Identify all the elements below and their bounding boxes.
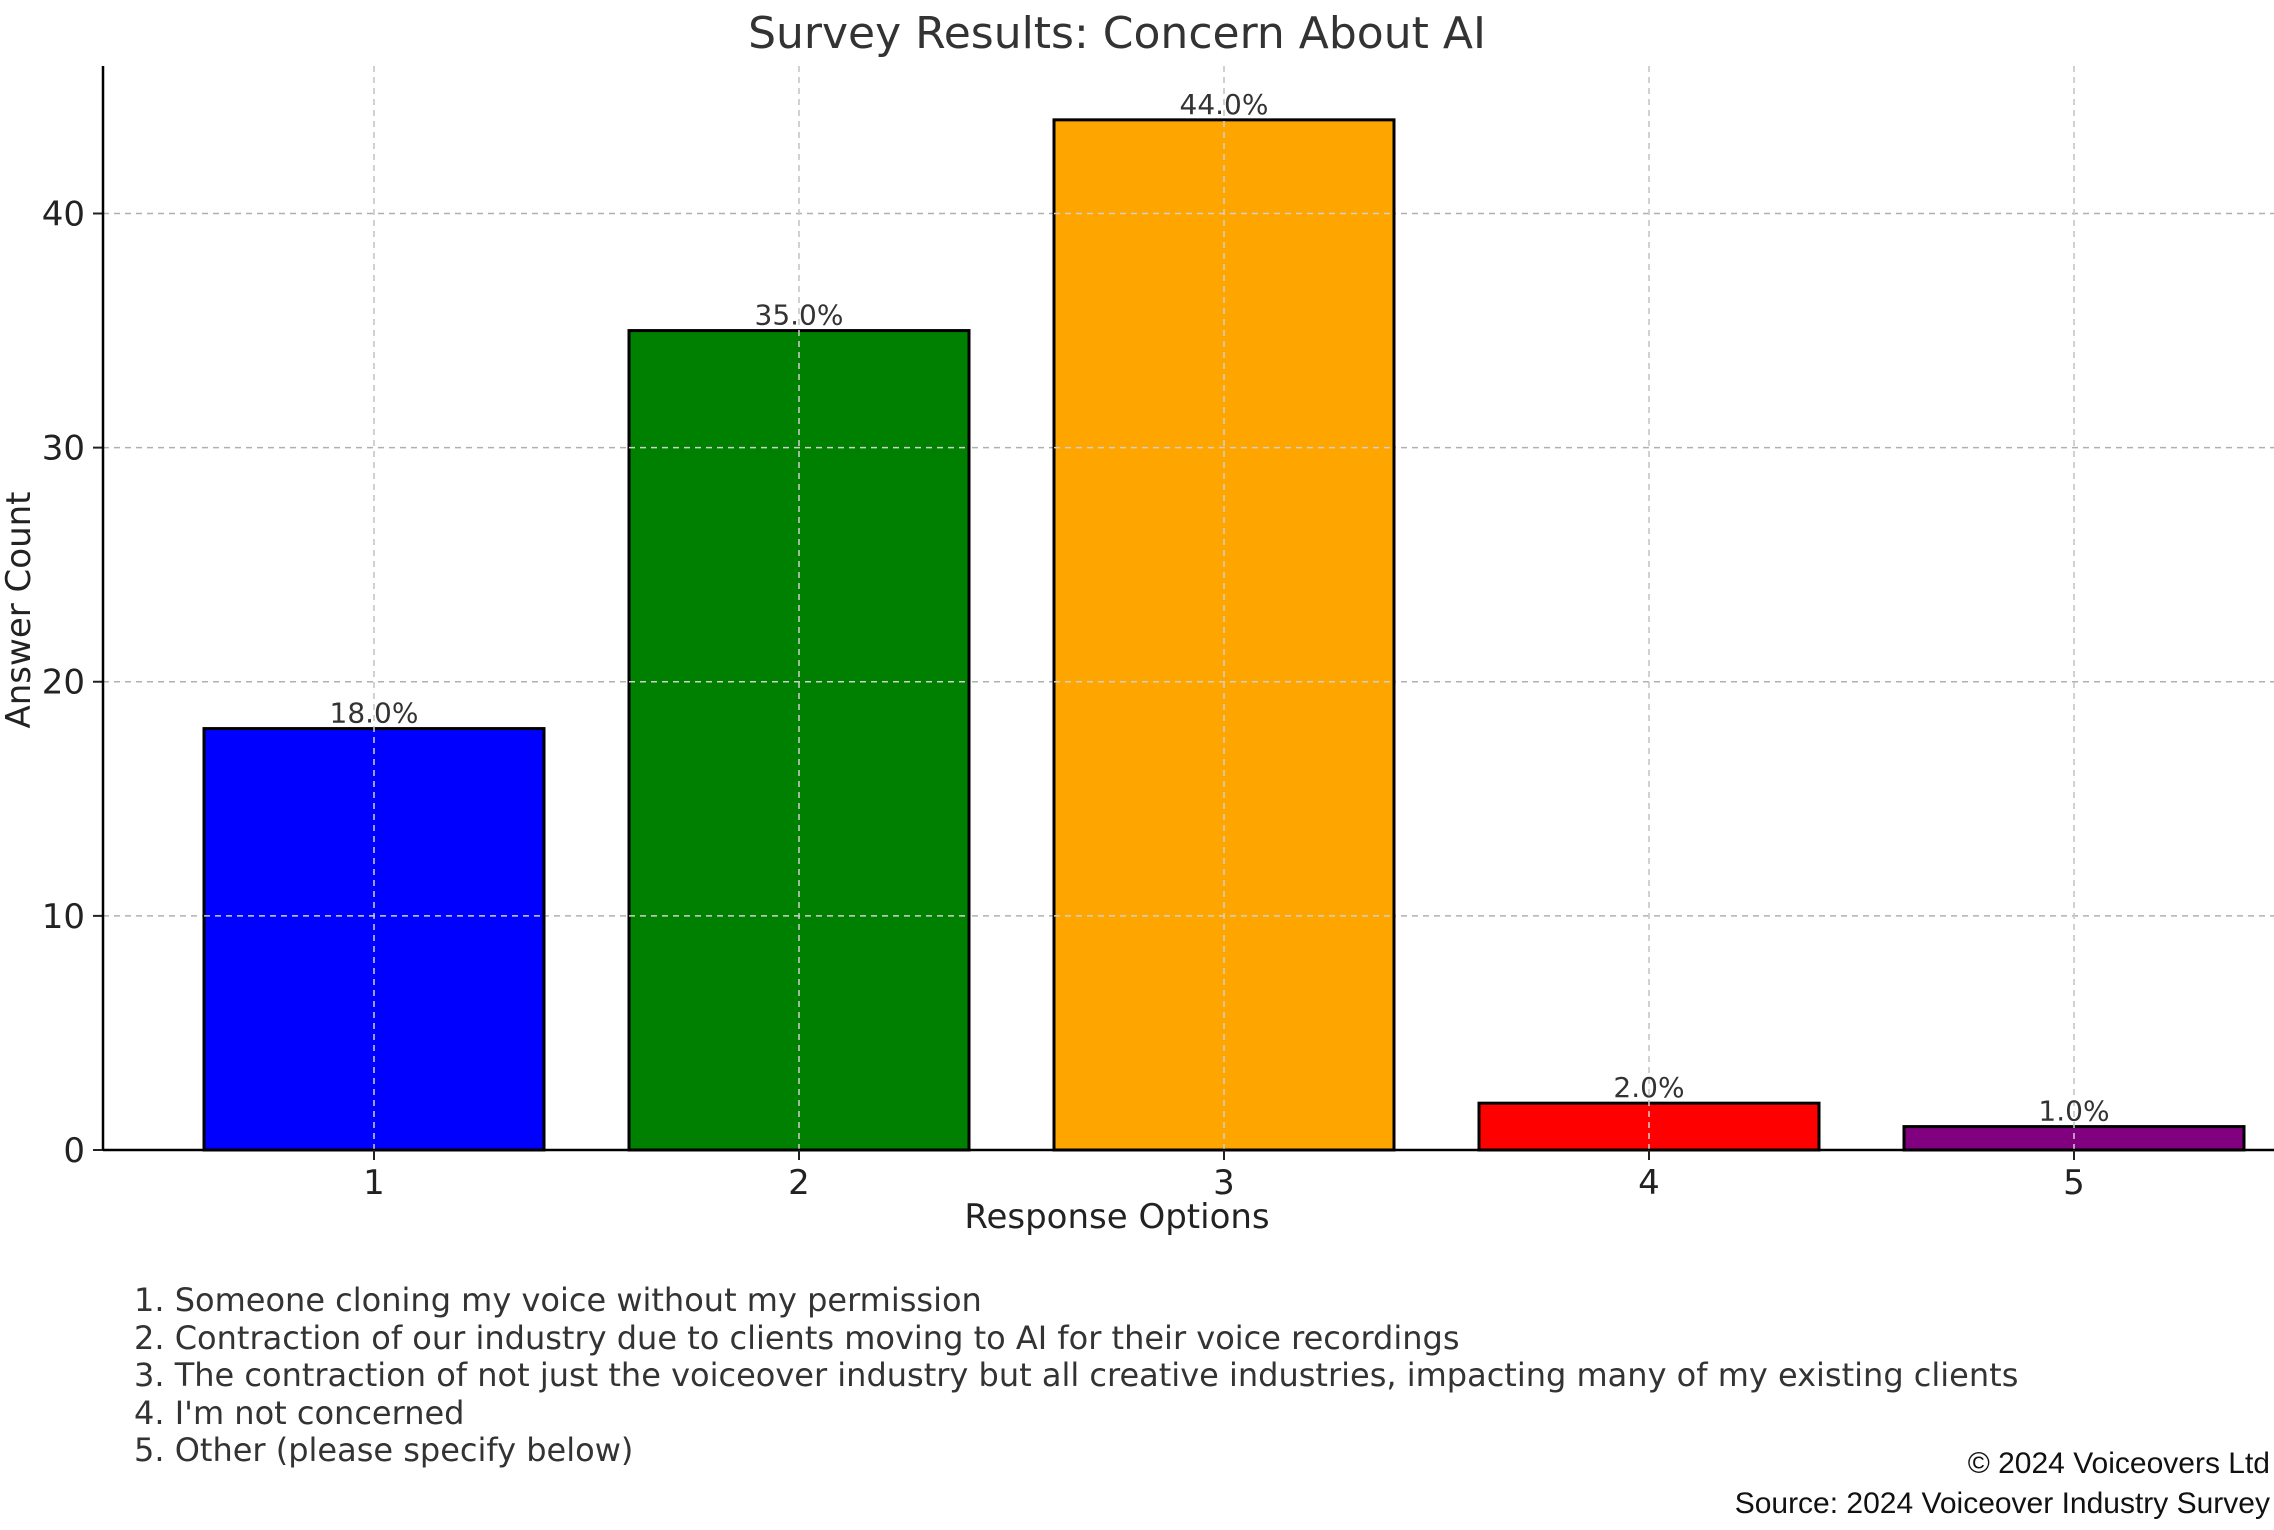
bars [202,66,2246,1152]
x-tick-label: 2 [788,1163,810,1203]
x-tick-label: 4 [1638,1163,1660,1203]
footer-credit: © 2024 Voiceovers Ltd Source: 2024 Voice… [1735,1444,2270,1524]
bar-data-label: 2.0% [1613,1071,1684,1104]
response-option-notes: 1. Someone cloning my voice without my p… [134,1281,2019,1470]
copyright-text: © 2024 Voiceovers Ltd [1967,1447,2270,1480]
chart-title: Survey Results: Concern About AI [748,8,1486,59]
x-tick-label: 3 [1213,1163,1235,1203]
note-option-5: 5. Other (please specify below) [134,1431,634,1469]
note-option-2: 2. Contraction of our industry due to cl… [134,1318,1460,1357]
bar-data-label: 18.0% [330,697,419,730]
y-axis-label: Answer Count [0,491,39,728]
y-tick-label: 20 [42,663,85,703]
y-tick-label: 0 [63,1131,85,1171]
note-option-1: 1. Someone cloning my voice without my p… [134,1281,982,1319]
x-tick-label: 5 [2063,1163,2085,1203]
note-option-4: 4. I'm not concerned [134,1393,465,1432]
bar-chart: 0 10 20 30 40 1 2 3 4 5 18.0% 35.0% 44.0% 2.0% 1.0% S… [0,8,2274,1237]
bar-data-label: 35.0% [755,299,844,332]
y-tick-label: 30 [42,429,85,469]
bar-data-label: 1.0% [2038,1095,2109,1128]
note-option-3: 3. The contraction of not just the voice… [134,1356,2019,1394]
x-tick-label: 1 [363,1163,385,1203]
y-tick-label: 10 [42,897,85,937]
source-text: Source: 2024 Voiceover Industry Survey [1734,1487,2270,1520]
data-labels: 18.0% 35.0% 44.0% 2.0% 1.0% [330,88,2110,1128]
bar-data-label: 44.0% [1180,88,1269,121]
x-axis-label: Response Options [964,1197,1269,1237]
y-tick-label: 40 [42,194,85,234]
axes: 0 10 20 30 40 1 2 3 4 5 [42,66,2274,1203]
